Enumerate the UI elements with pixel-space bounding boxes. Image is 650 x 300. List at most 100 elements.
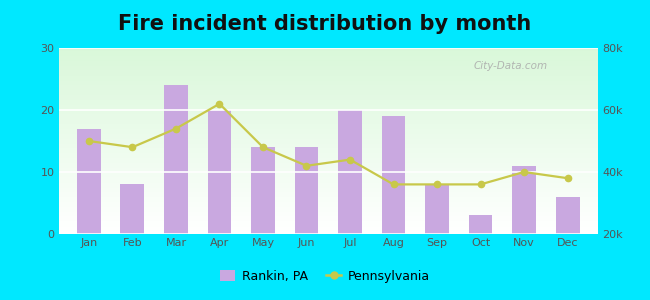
Bar bbox=[58, 233, 598, 234]
Bar bbox=[58, 52, 598, 53]
Bar bbox=[58, 226, 598, 227]
Bar bbox=[58, 147, 598, 148]
Bar bbox=[58, 163, 598, 164]
Bar bbox=[58, 196, 598, 197]
Bar bbox=[58, 118, 598, 119]
Bar bbox=[58, 78, 598, 79]
Bar bbox=[58, 127, 598, 128]
Bar bbox=[58, 216, 598, 217]
Bar bbox=[58, 51, 598, 52]
Bar bbox=[58, 73, 598, 74]
Bar bbox=[58, 106, 598, 107]
Bar bbox=[58, 156, 598, 157]
Bar bbox=[58, 177, 598, 178]
Bar bbox=[58, 90, 598, 91]
Bar bbox=[58, 136, 598, 137]
Bar bbox=[58, 172, 598, 173]
Bar bbox=[58, 220, 598, 221]
Bar bbox=[58, 159, 598, 160]
Bar bbox=[58, 208, 598, 209]
Bar bbox=[58, 176, 598, 177]
Bar bbox=[58, 221, 598, 222]
Bar bbox=[58, 194, 598, 195]
Bar bbox=[58, 113, 598, 114]
Bar bbox=[58, 129, 598, 130]
Bar bbox=[58, 228, 598, 229]
Bar bbox=[58, 179, 598, 180]
Bar bbox=[58, 178, 598, 179]
Bar bbox=[58, 135, 598, 136]
Bar bbox=[58, 137, 598, 138]
Bar bbox=[58, 181, 598, 182]
Bar bbox=[58, 102, 598, 103]
Bar bbox=[58, 99, 598, 100]
Bar bbox=[58, 110, 598, 111]
Bar bbox=[58, 144, 598, 145]
Bar bbox=[58, 103, 598, 104]
Bar bbox=[58, 167, 598, 168]
Bar bbox=[58, 95, 598, 96]
Bar bbox=[58, 101, 598, 102]
Bar bbox=[58, 222, 598, 223]
Bar bbox=[58, 155, 598, 156]
Bar bbox=[58, 79, 598, 80]
Bar bbox=[58, 199, 598, 200]
Bar bbox=[58, 120, 598, 121]
Bar bbox=[58, 148, 598, 149]
Bar bbox=[58, 165, 598, 166]
Bar bbox=[58, 119, 598, 120]
Bar bbox=[58, 93, 598, 94]
Bar bbox=[58, 206, 598, 207]
Bar bbox=[58, 158, 598, 159]
Bar bbox=[58, 125, 598, 126]
Bar bbox=[58, 213, 598, 214]
Bar bbox=[58, 230, 598, 231]
Bar bbox=[58, 211, 598, 212]
Bar bbox=[58, 67, 598, 68]
Bar bbox=[58, 70, 598, 71]
Bar bbox=[58, 152, 598, 153]
Bar bbox=[425, 184, 449, 234]
Bar bbox=[58, 141, 598, 142]
Bar bbox=[58, 126, 598, 127]
Bar bbox=[58, 205, 598, 206]
Bar bbox=[58, 218, 598, 219]
Bar bbox=[58, 82, 598, 83]
Bar bbox=[58, 184, 598, 185]
Bar bbox=[120, 184, 144, 234]
Bar bbox=[58, 91, 598, 92]
Bar bbox=[77, 129, 101, 234]
Bar bbox=[58, 182, 598, 183]
Bar bbox=[58, 192, 598, 193]
Bar bbox=[58, 185, 598, 186]
Bar bbox=[58, 71, 598, 72]
Bar bbox=[58, 86, 598, 87]
Bar bbox=[58, 130, 598, 131]
Bar bbox=[58, 140, 598, 141]
Bar bbox=[58, 87, 598, 88]
Bar bbox=[58, 117, 598, 118]
Bar bbox=[58, 66, 598, 67]
Bar bbox=[58, 48, 598, 49]
Bar bbox=[58, 138, 598, 139]
Bar bbox=[58, 84, 598, 85]
Bar bbox=[58, 204, 598, 205]
Bar bbox=[58, 212, 598, 213]
Bar bbox=[58, 180, 598, 181]
Bar bbox=[58, 170, 598, 171]
Bar bbox=[58, 198, 598, 199]
Bar bbox=[58, 97, 598, 98]
Bar bbox=[58, 83, 598, 84]
Bar bbox=[58, 215, 598, 216]
Bar bbox=[58, 166, 598, 167]
Bar bbox=[58, 143, 598, 144]
Bar bbox=[58, 104, 598, 105]
Bar bbox=[58, 195, 598, 196]
Bar bbox=[58, 121, 598, 122]
Bar bbox=[58, 88, 598, 89]
Bar bbox=[58, 183, 598, 184]
Bar bbox=[58, 128, 598, 129]
Bar bbox=[58, 55, 598, 56]
Bar bbox=[58, 160, 598, 161]
Bar bbox=[58, 62, 598, 63]
